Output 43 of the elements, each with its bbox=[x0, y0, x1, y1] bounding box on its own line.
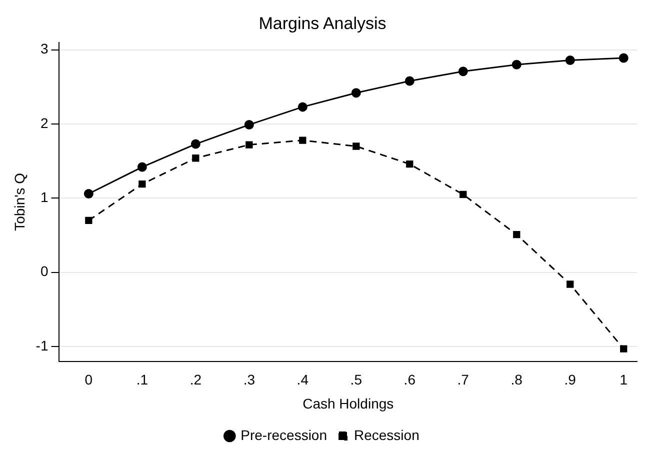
y-tick-label: 2 bbox=[40, 114, 48, 131]
x-tick-label: 0 bbox=[84, 372, 93, 388]
point bbox=[565, 55, 575, 65]
y-tick-label: 1 bbox=[40, 189, 48, 206]
x-tick-label: .3 bbox=[243, 372, 256, 388]
x-tick-label: .8 bbox=[510, 372, 523, 388]
point bbox=[244, 120, 254, 130]
y-axis-title: Tobin's Q bbox=[11, 172, 28, 231]
legend-label: Pre-recession bbox=[240, 426, 328, 443]
x-tick-label: .6 bbox=[404, 372, 416, 388]
x-tick-label: .2 bbox=[190, 372, 202, 388]
y-tick-label: 3 bbox=[40, 40, 48, 57]
x-tick-label: .5 bbox=[350, 372, 362, 388]
point bbox=[620, 345, 628, 352]
x-tick-label: .4 bbox=[296, 372, 309, 388]
point bbox=[512, 60, 522, 70]
point bbox=[299, 136, 306, 144]
point bbox=[84, 188, 94, 198]
x-tick-label: .7 bbox=[457, 372, 470, 388]
point bbox=[406, 160, 414, 168]
point bbox=[352, 142, 360, 150]
point bbox=[618, 53, 628, 63]
point bbox=[458, 66, 468, 76]
point bbox=[351, 88, 361, 98]
x-tick-label: .9 bbox=[564, 372, 576, 388]
point bbox=[513, 230, 520, 238]
y-tick-label: -1 bbox=[36, 337, 48, 354]
x-tick-label: 1 bbox=[620, 372, 628, 388]
point bbox=[246, 141, 253, 148]
y-tick-label: 0 bbox=[40, 263, 48, 280]
chart-title: Margins Analysis bbox=[258, 14, 386, 33]
point bbox=[566, 280, 574, 288]
point bbox=[298, 102, 308, 112]
point bbox=[138, 180, 146, 188]
point bbox=[190, 139, 200, 149]
point bbox=[137, 162, 147, 172]
legend-label: Recession bbox=[354, 426, 420, 443]
point bbox=[404, 76, 414, 86]
point bbox=[192, 154, 200, 162]
point bbox=[460, 190, 467, 198]
point bbox=[85, 216, 92, 224]
x-tick-label: .1 bbox=[136, 372, 148, 388]
x-axis-title: Cash Holdings bbox=[302, 395, 394, 412]
